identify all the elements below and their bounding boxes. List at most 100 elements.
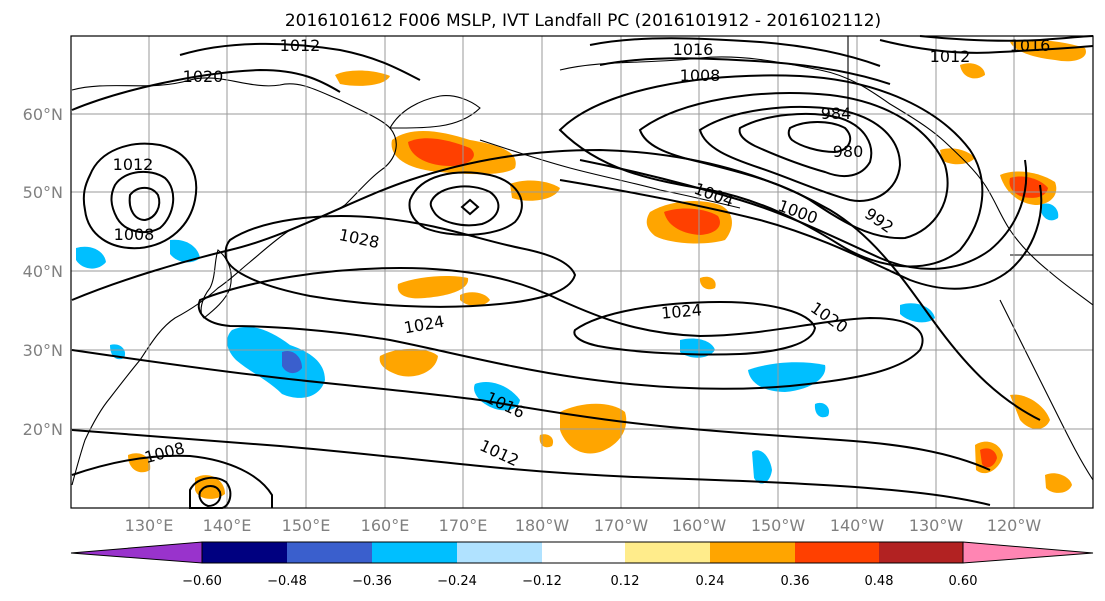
ivt-neg-west-2 [170,239,200,263]
lat-label: 50°N [23,183,63,202]
contour-label: 980 [833,142,864,161]
ivt-area-siberia [335,70,390,86]
colorbar: −0.60 −0.48 −0.36 −0.24 −0.12 0.12 0.24 … [70,541,1094,589]
ivt-area-small-1 [539,434,554,448]
colorbar-segment [625,542,710,563]
contour-1008-south [71,454,273,508]
colorbar-extend-max [962,541,1094,564]
colorbar-segment [710,542,795,563]
lon-label: 170°W [594,516,649,535]
ivt-area-aleutian-core [664,208,720,235]
longitude-labels: 130°E 140°E 150°E 160°E 170°E 180°W 170°… [125,516,1042,535]
contour-label: 1024 [660,300,702,322]
contour-low-kamchatka-inner [429,185,500,227]
contour-low-gulf-inner-1 [698,105,902,202]
colorbar-tick-label: −0.24 [437,574,477,589]
coast-north-america [999,299,1094,481]
lon-label: 130°E [125,516,174,535]
ivt-area-central-3 [379,348,438,377]
lat-label: 60°N [23,105,63,124]
contour-1020-ne [589,37,881,67]
ivt-area-sw-2 [195,475,225,499]
contour-label: 1012 [113,155,154,174]
contour-label: 1012 [280,36,321,55]
figure-title: 2016101612 F006 MSLP, IVT Landfall PC (2… [285,11,881,31]
contour-label: 1016 [1010,36,1051,55]
colorbar-tick-label: −0.12 [522,574,562,589]
ivt-area-nw-america-core [1009,176,1048,198]
colorbar-tick-label: 0.12 [611,574,640,589]
contour-low-sw-2 [198,485,222,508]
lon-label: 150°E [282,516,331,535]
colorbar-segment [287,542,372,563]
lon-label: 150°W [751,516,806,535]
colorbar-tick-label: −0.60 [182,574,222,589]
colorbar-segment [879,542,963,563]
contour-1016-ne [599,57,891,85]
latitude-labels: 60°N 50°N 40°N 30°N 20°N [23,105,63,439]
colorbar-tick-label: 0.36 [781,574,810,589]
low-center-marker [460,198,480,216]
map-panel: 1012 1020 1016 1008 984 980 1012 1016 10… [70,35,1094,509]
ivt-neg-japan-south-core [282,350,302,374]
contour-label: 1008 [680,66,721,85]
ivt-area-central-2 [460,292,490,306]
contour-label: 1016 [673,40,714,59]
contour-1020-main [71,148,1041,421]
coast-kamchatka [389,95,481,129]
ivt-area-east-2-core [980,448,997,468]
ivt-area-east-3 [1045,473,1072,493]
ivt-area-kamchatka-core [408,138,474,166]
contour-1024-east [573,300,817,356]
ivt-area-north-pacific-1 [510,180,560,201]
lon-label: 160°E [361,516,410,535]
lon-label: 140°W [830,516,885,535]
colorbar-segment [202,542,287,563]
colorbar-extend-min [70,541,203,564]
ivt-neg-nw-america [1040,203,1059,221]
ivt-area-east-1 [1010,394,1050,429]
ivt-area-small-2 [699,276,716,290]
contour-1028 [224,215,577,308]
contour-low-gulf-outer [558,74,984,268]
contour-1020-north [71,68,341,111]
ivt-area-alaska [1010,40,1086,62]
lat-label: 30°N [23,341,63,360]
contour-1008-nw [110,170,175,234]
ivt-neg-west-1 [76,246,106,269]
lon-label: 170°E [439,516,488,535]
lon-label: 130°W [909,516,964,535]
ivt-area-central-1 [397,276,469,299]
contour-low-gulf-inner-2 [738,112,873,178]
colorbar-segment [542,542,625,563]
lat-label: 40°N [23,262,63,281]
mslp-contours [71,35,1094,509]
contour-1024-west [197,266,924,390]
colorbar-segment [795,542,879,563]
contour-label: 984 [821,104,852,123]
colorbar-tick-label: 0.24 [696,574,725,589]
colorbar-tick-label: −0.36 [352,574,392,589]
ivt-area-small-3 [960,63,985,79]
ivt-neg-east-1 [900,303,935,323]
lat-label: 20°N [23,420,63,439]
contour-1000-band [559,179,1043,290]
ivt-neg-east-2 [814,402,830,418]
contour-low-sw-1 [189,476,232,509]
map-frame [70,35,1094,509]
ivt-neg-subtropic-1 [474,381,520,411]
contour-1012-nw [82,142,198,250]
colorbar-segment [372,542,457,563]
colorbar-frame [201,541,964,564]
colorbar-tick-label: 0.48 [865,574,894,589]
contour-1016-far-ne [919,35,1094,42]
colorbar-tick-label: −0.48 [267,574,307,589]
contour-1004-band [579,159,1028,270]
contour-inner-nw [128,186,161,222]
contour-1012-ne [879,39,1094,54]
contour-low-gulf-center [787,121,852,154]
colorbar-tick-label: 0.60 [949,574,978,589]
lon-label: 160°W [672,516,727,535]
lon-label: 140°E [203,516,252,535]
